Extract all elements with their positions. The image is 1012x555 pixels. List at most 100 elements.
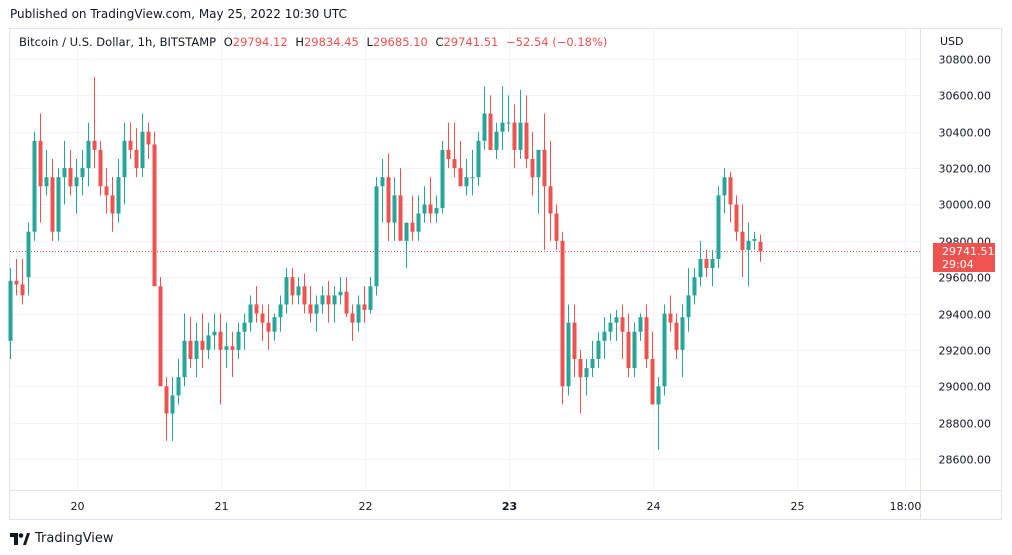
candle-body bbox=[20, 284, 25, 296]
candle-body bbox=[170, 395, 175, 414]
candle-body bbox=[38, 140, 43, 187]
candle-body bbox=[416, 213, 421, 232]
candle-body bbox=[602, 331, 607, 341]
candle-body bbox=[488, 113, 493, 150]
last-price-tag: 29741.51 29:04 bbox=[933, 243, 995, 272]
candle-body bbox=[458, 168, 463, 187]
candle-body bbox=[626, 331, 631, 369]
candle-body bbox=[398, 195, 403, 241]
candle-body bbox=[212, 331, 217, 336]
y-tick-label: 30800.00 bbox=[939, 54, 992, 67]
x-tick-label: 25 bbox=[791, 500, 805, 513]
candle-body bbox=[68, 168, 73, 187]
y-tick-label: 28600.00 bbox=[939, 454, 992, 467]
candle-body bbox=[146, 131, 151, 145]
y-tick-label: 29200.00 bbox=[939, 345, 992, 358]
candle-body bbox=[440, 149, 445, 209]
candle-body bbox=[128, 140, 133, 150]
candles bbox=[8, 77, 763, 450]
candle-body bbox=[296, 286, 301, 296]
y-tick-label: 29600.00 bbox=[939, 272, 992, 285]
candle-body bbox=[32, 140, 37, 232]
candle-body bbox=[278, 304, 283, 318]
candle-body bbox=[584, 368, 589, 378]
legend-high-label: H bbox=[295, 35, 304, 49]
candle-body bbox=[512, 122, 517, 150]
candle-body bbox=[80, 168, 85, 178]
candle-body bbox=[92, 140, 97, 150]
bar-countdown: 29:04 bbox=[942, 258, 974, 271]
candle-body bbox=[500, 122, 505, 132]
candle-body bbox=[704, 259, 709, 269]
candle-body bbox=[302, 286, 307, 305]
candle-body bbox=[668, 313, 673, 323]
x-tick-label: 23 bbox=[502, 500, 517, 513]
candle-body bbox=[452, 159, 457, 169]
candle-body bbox=[656, 386, 661, 405]
candle-body bbox=[194, 340, 199, 359]
candle-body bbox=[368, 286, 373, 310]
candle-body bbox=[740, 231, 745, 250]
candle-body bbox=[620, 317, 625, 332]
candle-body bbox=[374, 186, 379, 287]
candle-body bbox=[350, 313, 355, 323]
y-tick-label: 29000.00 bbox=[939, 381, 992, 394]
candle-body bbox=[338, 291, 343, 296]
candle-body bbox=[272, 317, 277, 332]
candle-body bbox=[428, 204, 433, 214]
candle-body bbox=[254, 304, 259, 314]
candle-body bbox=[326, 295, 331, 305]
candle-body bbox=[686, 295, 691, 318]
legend-symbol[interactable]: Bitcoin / U.S. Dollar, 1h, BITSTAMP bbox=[19, 35, 217, 49]
tradingview-brand[interactable]: TradingView bbox=[10, 531, 114, 546]
chart-frame bbox=[9, 28, 1002, 520]
legend-change: −52.54 (−0.18%) bbox=[506, 35, 608, 49]
candle-body bbox=[476, 140, 481, 178]
y-tick-label: 30200.00 bbox=[939, 163, 992, 176]
candle-body bbox=[698, 259, 703, 278]
candle-body bbox=[8, 280, 13, 341]
x-tick-label: 21 bbox=[215, 500, 229, 513]
legend-open-label: O bbox=[223, 35, 233, 49]
candle-body bbox=[728, 177, 733, 205]
x-tick-label: 18:00 bbox=[890, 500, 922, 513]
candle-body bbox=[152, 144, 157, 287]
candle-body bbox=[164, 386, 169, 414]
candle-body bbox=[752, 239, 757, 241]
candle-body bbox=[710, 259, 715, 269]
candle-body bbox=[176, 377, 181, 396]
candle-body bbox=[758, 241, 763, 252]
candle-body bbox=[74, 177, 79, 187]
candle-body bbox=[632, 331, 637, 369]
axis-labels: 30800.00 30600.00 30400.00 30200.00 30000.00… bbox=[71, 54, 992, 514]
currency-label[interactable]: USD bbox=[940, 35, 964, 48]
candle-body bbox=[308, 304, 313, 314]
candle-body bbox=[464, 177, 469, 187]
candle-body bbox=[596, 340, 601, 359]
legend-low-label: L bbox=[366, 35, 373, 49]
candle-body bbox=[344, 291, 349, 314]
candle-body bbox=[494, 131, 499, 150]
candle-body bbox=[104, 186, 109, 196]
legend-open-value: 29794.12 bbox=[232, 35, 288, 49]
legend-close-label: C bbox=[435, 35, 444, 49]
candle-body bbox=[248, 304, 253, 323]
candle-body bbox=[356, 304, 361, 323]
candle-body bbox=[560, 240, 565, 387]
candle-body bbox=[734, 204, 739, 232]
published-caption: Published on TradingView.com, May 25, 20… bbox=[10, 7, 347, 21]
x-tick-label: 20 bbox=[71, 500, 85, 513]
candle-body bbox=[566, 322, 571, 387]
candle-body bbox=[536, 149, 541, 178]
legend-high-value: 29834.45 bbox=[303, 35, 359, 49]
y-tick-label: 29400.00 bbox=[939, 309, 992, 322]
axes bbox=[10, 29, 1001, 519]
candle-body bbox=[422, 204, 427, 214]
candle-body bbox=[44, 177, 49, 187]
candle-body bbox=[644, 317, 649, 359]
candle-body bbox=[530, 159, 535, 178]
legend-close-value: 29741.51 bbox=[443, 35, 499, 49]
candle-body bbox=[716, 195, 721, 259]
candle-body bbox=[260, 313, 265, 323]
